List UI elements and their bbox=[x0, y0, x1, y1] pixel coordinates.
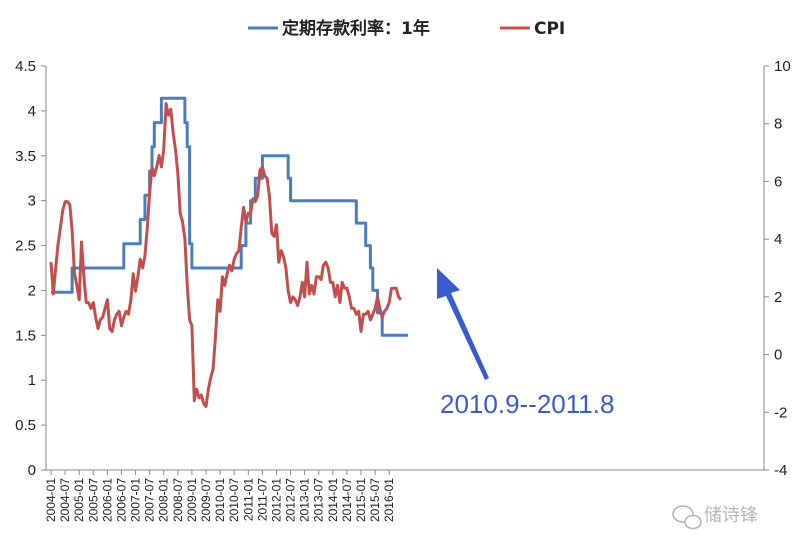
x-tick-label: 2014-07 bbox=[340, 478, 354, 522]
x-tick-label: 2011-01 bbox=[241, 478, 255, 521]
x-tick-label: 2014-01 bbox=[326, 478, 340, 522]
right-axis-ticks: -4 -2 0 2 4 6 8 10 bbox=[764, 58, 791, 479]
right-tick-label: 10 bbox=[774, 58, 791, 75]
watermark-text: 储诗锋 bbox=[704, 505, 758, 526]
x-tick-label: 2013-01 bbox=[298, 478, 312, 522]
left-tick-label: 3 bbox=[28, 193, 36, 210]
right-tick-label: 0 bbox=[774, 347, 782, 364]
left-tick-label: 3.5 bbox=[15, 148, 36, 165]
x-tick-label: 2010-07 bbox=[227, 478, 241, 522]
x-tick-label: 2009-07 bbox=[199, 478, 213, 522]
series-line-cpi bbox=[49, 102, 403, 408]
series-line-deposit-rate bbox=[51, 96, 408, 337]
left-tick-label: 4.5 bbox=[15, 58, 36, 75]
left-tick-label: 0 bbox=[28, 462, 36, 479]
x-tick-label: 2009-01 bbox=[185, 478, 199, 522]
legend-label-cpi: CPI bbox=[534, 19, 565, 39]
x-tick-label: 2004-07 bbox=[58, 478, 72, 522]
left-axis-ticks: 0 0.5 1 1.5 2 2.5 3 3.5 4 4.5 bbox=[15, 58, 46, 479]
x-tick-label: 2007-07 bbox=[143, 478, 157, 522]
right-tick-label: 8 bbox=[774, 116, 782, 133]
annotation-arrow bbox=[437, 268, 489, 380]
right-tick-label: 2 bbox=[774, 289, 782, 306]
x-tick-label: 2010-01 bbox=[213, 478, 227, 522]
left-tick-label: 4 bbox=[28, 103, 36, 120]
x-tick-label: 2013-07 bbox=[312, 478, 326, 522]
wechat-icon bbox=[672, 505, 702, 530]
x-tick-label: 2015-07 bbox=[368, 478, 382, 522]
right-tick-label: -2 bbox=[774, 404, 787, 421]
legend-label-deposit-rate: 定期存款利率：1年 bbox=[282, 18, 430, 39]
x-tick-label: 2012-07 bbox=[284, 478, 298, 522]
x-axis-ticks: 2004-01 2004-07 2005-01 2005-07 2006-01 2006-… bbox=[44, 470, 396, 522]
right-tick-label: 6 bbox=[774, 173, 782, 190]
x-tick-label: 2011-07 bbox=[255, 478, 269, 521]
x-tick-label: 2015-01 bbox=[354, 478, 368, 522]
x-tick-label: 2016-01 bbox=[382, 478, 396, 522]
annotation-arrow-shape bbox=[437, 268, 489, 380]
x-tick-label: 2007-01 bbox=[129, 478, 143, 522]
x-tick-label: 2006-07 bbox=[114, 478, 128, 522]
annotation-label: 2010.9--2011.8 bbox=[440, 389, 614, 419]
left-tick-label: 2.5 bbox=[15, 238, 36, 255]
left-tick-label: 0.5 bbox=[15, 417, 36, 434]
x-tick-label: 2005-01 bbox=[72, 478, 86, 522]
x-tick-label: 2012-01 bbox=[269, 478, 283, 522]
x-tick-label: 2006-01 bbox=[100, 478, 114, 522]
legend: 定期存款利率：1年 CPI bbox=[248, 18, 565, 39]
x-tick-label: 2005-07 bbox=[86, 478, 100, 522]
plot-frame bbox=[45, 66, 765, 471]
watermark: 储诗锋 bbox=[672, 505, 758, 530]
right-tick-label: 4 bbox=[774, 231, 782, 248]
left-tick-label: 1 bbox=[28, 372, 36, 389]
x-tick-label: 2004-01 bbox=[44, 478, 58, 522]
right-tick-label: -4 bbox=[774, 462, 787, 479]
x-tick-label: 2008-01 bbox=[157, 478, 171, 522]
left-tick-label: 1.5 bbox=[15, 327, 36, 344]
left-tick-label: 2 bbox=[28, 282, 36, 299]
x-tick-label: 2008-07 bbox=[171, 478, 185, 522]
